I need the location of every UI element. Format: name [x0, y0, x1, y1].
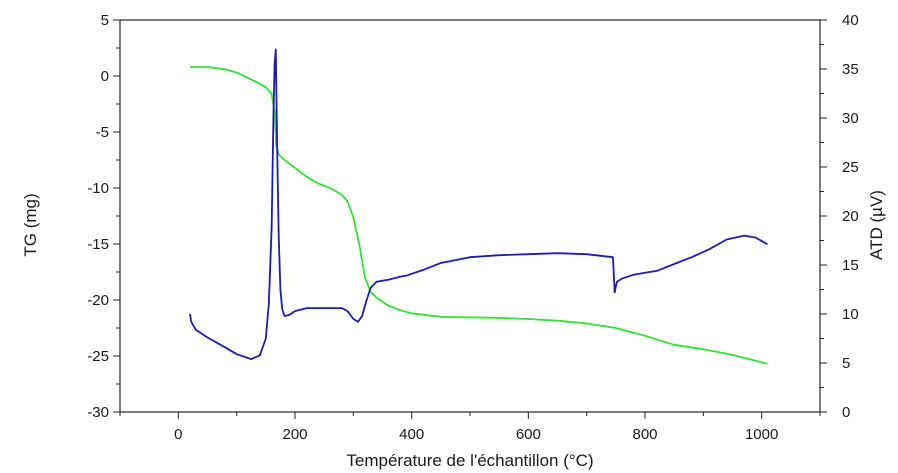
y-axis-right-label: ATD (µV): [867, 190, 886, 260]
tg-curve: [190, 66, 768, 365]
x-tick-label: 0: [174, 426, 182, 443]
atd-curve: [189, 48, 768, 361]
y-axis-left-label: TG (mg): [21, 193, 40, 256]
y-left-tick-label: -5: [96, 124, 109, 141]
y-left-tick-label: -30: [87, 404, 109, 421]
y-left-tick-label: -10: [87, 180, 109, 197]
x-tick-label: 800: [632, 426, 657, 443]
y-left-tick-label: -25: [87, 348, 109, 365]
y-right-tick-label: 25: [842, 159, 859, 176]
y-right-tick-label: 40: [842, 12, 859, 29]
x-tick-label: 200: [282, 426, 307, 443]
x-axis-label: Température de l'échantillon (°C): [346, 451, 593, 470]
x-tick-label: 600: [516, 426, 541, 443]
y-left-tick-label: -15: [87, 236, 109, 253]
y-right-tick-label: 30: [842, 110, 859, 127]
y-left-tick-label: 0: [101, 68, 109, 85]
y-right-tick-label: 15: [842, 257, 859, 274]
x-tick-label: 1000: [745, 426, 778, 443]
y-left-tick-label: -20: [87, 292, 109, 309]
y-left-tick-label: 5: [101, 12, 109, 29]
y-right-tick-label: 10: [842, 306, 859, 323]
y-right-tick-label: 35: [842, 61, 859, 78]
y-right-tick-label: 20: [842, 208, 859, 225]
y-right-tick-label: 0: [842, 404, 850, 421]
x-tick-label: 400: [399, 426, 424, 443]
y-right-tick-label: 5: [842, 355, 850, 372]
plot-area-frame: [119, 19, 821, 413]
